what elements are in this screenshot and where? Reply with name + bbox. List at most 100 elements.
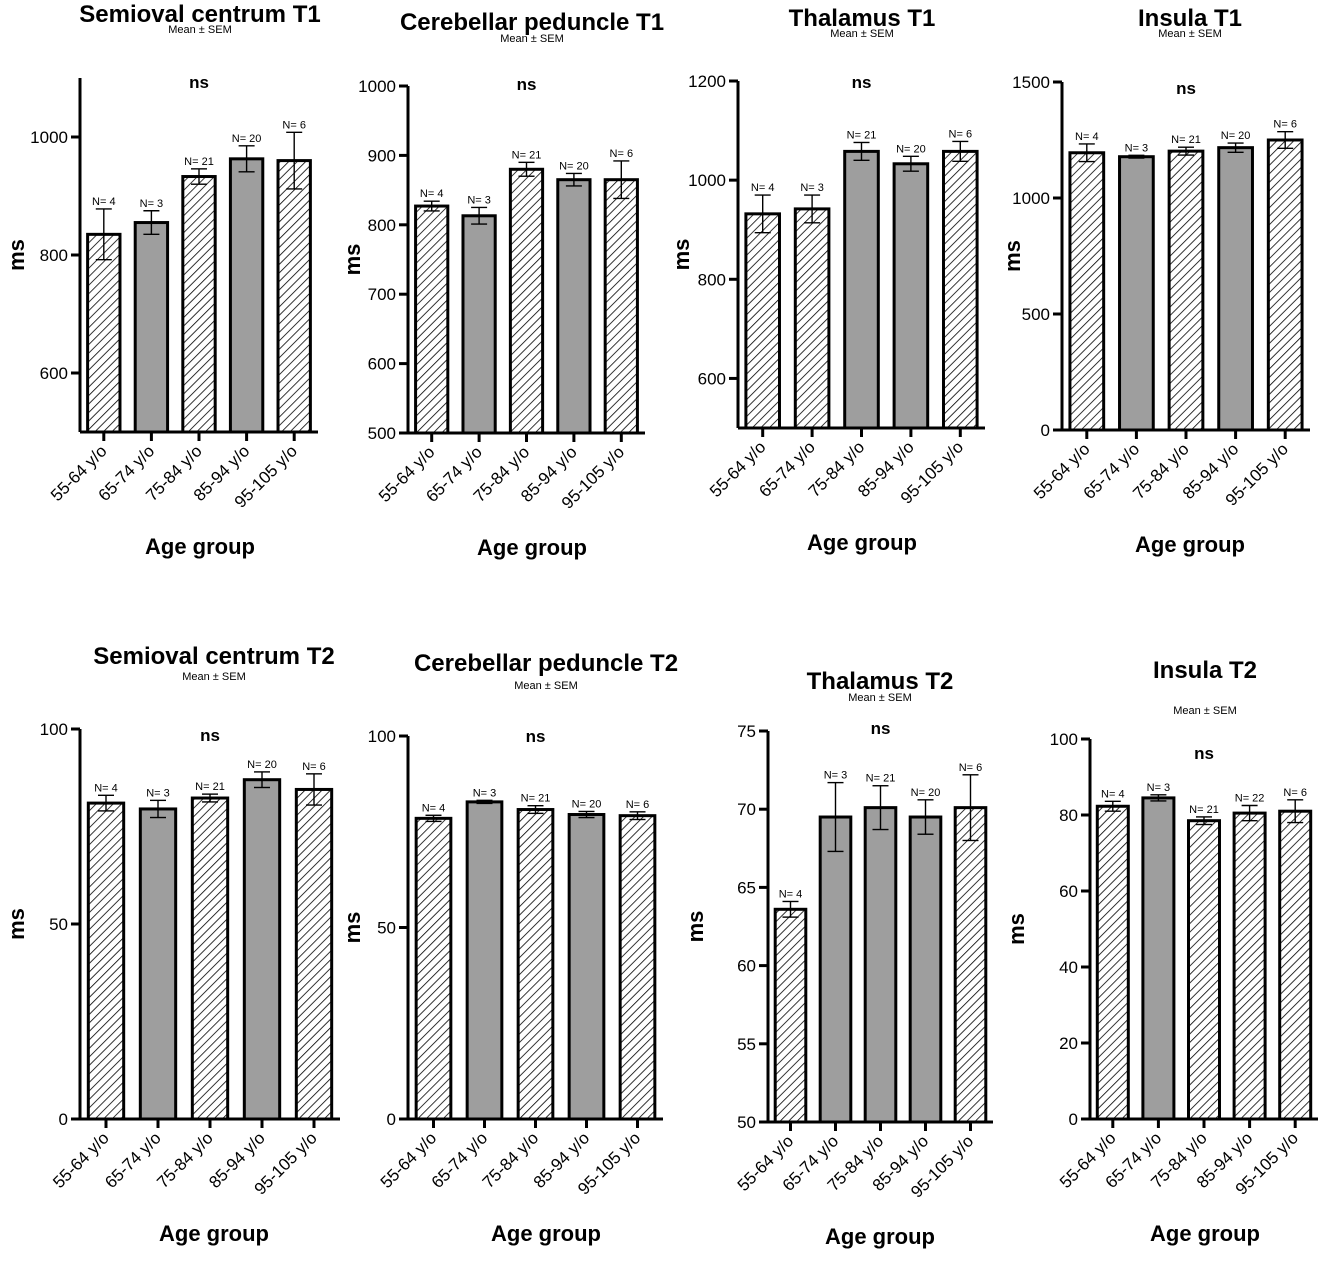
n-label-4: N= 20 xyxy=(247,759,277,771)
n-label-2: N= 3 xyxy=(467,194,491,206)
x-axis-label: Age group xyxy=(1135,532,1245,557)
bar-2 xyxy=(461,214,497,435)
bar-5 xyxy=(953,806,988,1124)
n-label-1: N= 4 xyxy=(751,182,775,194)
error-bar-3 xyxy=(527,805,544,815)
error-bar-4 xyxy=(1241,804,1258,822)
error-bar-5 xyxy=(629,811,646,821)
error-bar-3 xyxy=(518,161,535,177)
chart-subtitle: Mean ± SEM xyxy=(168,24,232,36)
error-bar-4 xyxy=(565,172,582,187)
error-bar-1 xyxy=(1104,800,1121,812)
chart-subtitle: Mean ± SEM xyxy=(514,680,578,692)
chart-subtitle: Mean ± SEM xyxy=(848,692,912,704)
y-tick-label: 100 xyxy=(1050,730,1078,749)
n-label-1: N= 4 xyxy=(422,802,446,814)
significance-label: ns xyxy=(200,726,220,745)
n-label-5: N= 6 xyxy=(959,762,983,774)
error-bar-1 xyxy=(754,194,771,234)
y-tick-label: 0 xyxy=(59,1110,68,1129)
n-label-2: N= 3 xyxy=(146,787,170,799)
chart-title: Thalamus T1 xyxy=(789,5,936,32)
n-label-4: N= 20 xyxy=(572,798,602,810)
bar-5 xyxy=(942,149,979,430)
bar-2 xyxy=(793,207,831,430)
y-tick-label: 800 xyxy=(368,216,396,235)
n-label-5: N= 6 xyxy=(626,799,650,811)
chart-title: Cerebellar peduncle T1 xyxy=(400,9,664,36)
chart-subtitle: Mean ± SEM xyxy=(1158,28,1222,40)
error-bar-3 xyxy=(191,168,207,185)
x-tick-label-1: 55-64 y/o xyxy=(49,1128,113,1192)
n-label-1: N= 4 xyxy=(92,196,116,208)
error-bar-5 xyxy=(613,160,630,200)
y-tick-label: 1000 xyxy=(30,128,68,147)
n-label-2: N= 3 xyxy=(140,198,164,210)
y-axis-label: ms xyxy=(4,239,29,271)
error-bar-4 xyxy=(238,145,255,173)
error-bar-2 xyxy=(471,206,488,225)
n-label-3: N= 21 xyxy=(1189,804,1219,816)
error-bar-1 xyxy=(95,208,112,261)
significance-label: ns xyxy=(852,73,872,92)
n-label-2: N= 3 xyxy=(800,182,824,194)
y-tick-label: 60 xyxy=(1059,882,1078,901)
chart-subtitle: Mean ± SEM xyxy=(1173,705,1237,717)
y-tick-label: 1200 xyxy=(688,72,726,91)
n-label-4: N= 20 xyxy=(559,160,589,172)
y-tick-label: 60 xyxy=(737,957,756,976)
n-label-3: N= 21 xyxy=(195,781,225,793)
y-tick-label: 1000 xyxy=(1012,189,1050,208)
n-label-1: N= 4 xyxy=(94,782,118,794)
y-tick-label: 600 xyxy=(368,355,396,374)
n-label-3: N= 21 xyxy=(1171,134,1201,146)
y-tick-label: 1000 xyxy=(358,77,396,96)
error-bar-2 xyxy=(1128,154,1145,159)
y-axis-label: ms xyxy=(340,912,365,944)
y-tick-label: 800 xyxy=(698,270,726,289)
chart-title: Insula T2 xyxy=(1153,657,1257,684)
bar-3 xyxy=(1186,819,1222,1121)
error-bar-5 xyxy=(306,773,322,806)
chart-title: Insula T1 xyxy=(1138,5,1242,32)
bar-4 xyxy=(892,162,930,430)
n-label-3: N= 21 xyxy=(184,156,214,168)
error-bar-2 xyxy=(143,210,160,236)
error-bar-3 xyxy=(853,141,870,162)
error-bar-1 xyxy=(98,794,114,812)
bar-1 xyxy=(773,907,808,1124)
bar-2 xyxy=(1118,155,1155,432)
n-label-5: N= 6 xyxy=(1283,787,1307,799)
n-label-3: N= 21 xyxy=(521,793,551,805)
bar-5 xyxy=(276,159,312,434)
bar-1 xyxy=(414,816,453,1121)
n-label-2: N= 3 xyxy=(1125,142,1149,154)
y-tick-label: 80 xyxy=(1059,806,1078,825)
n-label-5: N= 6 xyxy=(302,761,326,773)
bar-3 xyxy=(181,175,217,434)
error-bar-5 xyxy=(1287,799,1304,824)
error-bar-2 xyxy=(804,194,821,224)
y-tick-label: 50 xyxy=(737,1113,756,1132)
n-label-3: N= 21 xyxy=(847,129,877,141)
bar-3 xyxy=(508,167,545,435)
bar-1 xyxy=(414,204,450,435)
n-label-1: N= 4 xyxy=(1101,788,1125,800)
n-label-4: N= 20 xyxy=(1221,130,1251,142)
x-axis-label: Age group xyxy=(825,1224,935,1249)
y-tick-label: 0 xyxy=(1041,421,1050,440)
error-bar-3 xyxy=(202,793,218,803)
x-axis-label: Age group xyxy=(159,1221,269,1246)
y-axis-label: ms xyxy=(683,911,708,943)
chart-subtitle: Mean ± SEM xyxy=(830,28,894,40)
bar-4 xyxy=(242,778,282,1121)
y-tick-label: 1500 xyxy=(1012,73,1050,92)
chart-title: Thalamus T2 xyxy=(807,668,954,695)
error-bar-3 xyxy=(872,785,889,831)
bar-4 xyxy=(908,815,943,1124)
n-label-5: N= 6 xyxy=(949,128,973,140)
n-label-5: N= 6 xyxy=(282,119,306,131)
